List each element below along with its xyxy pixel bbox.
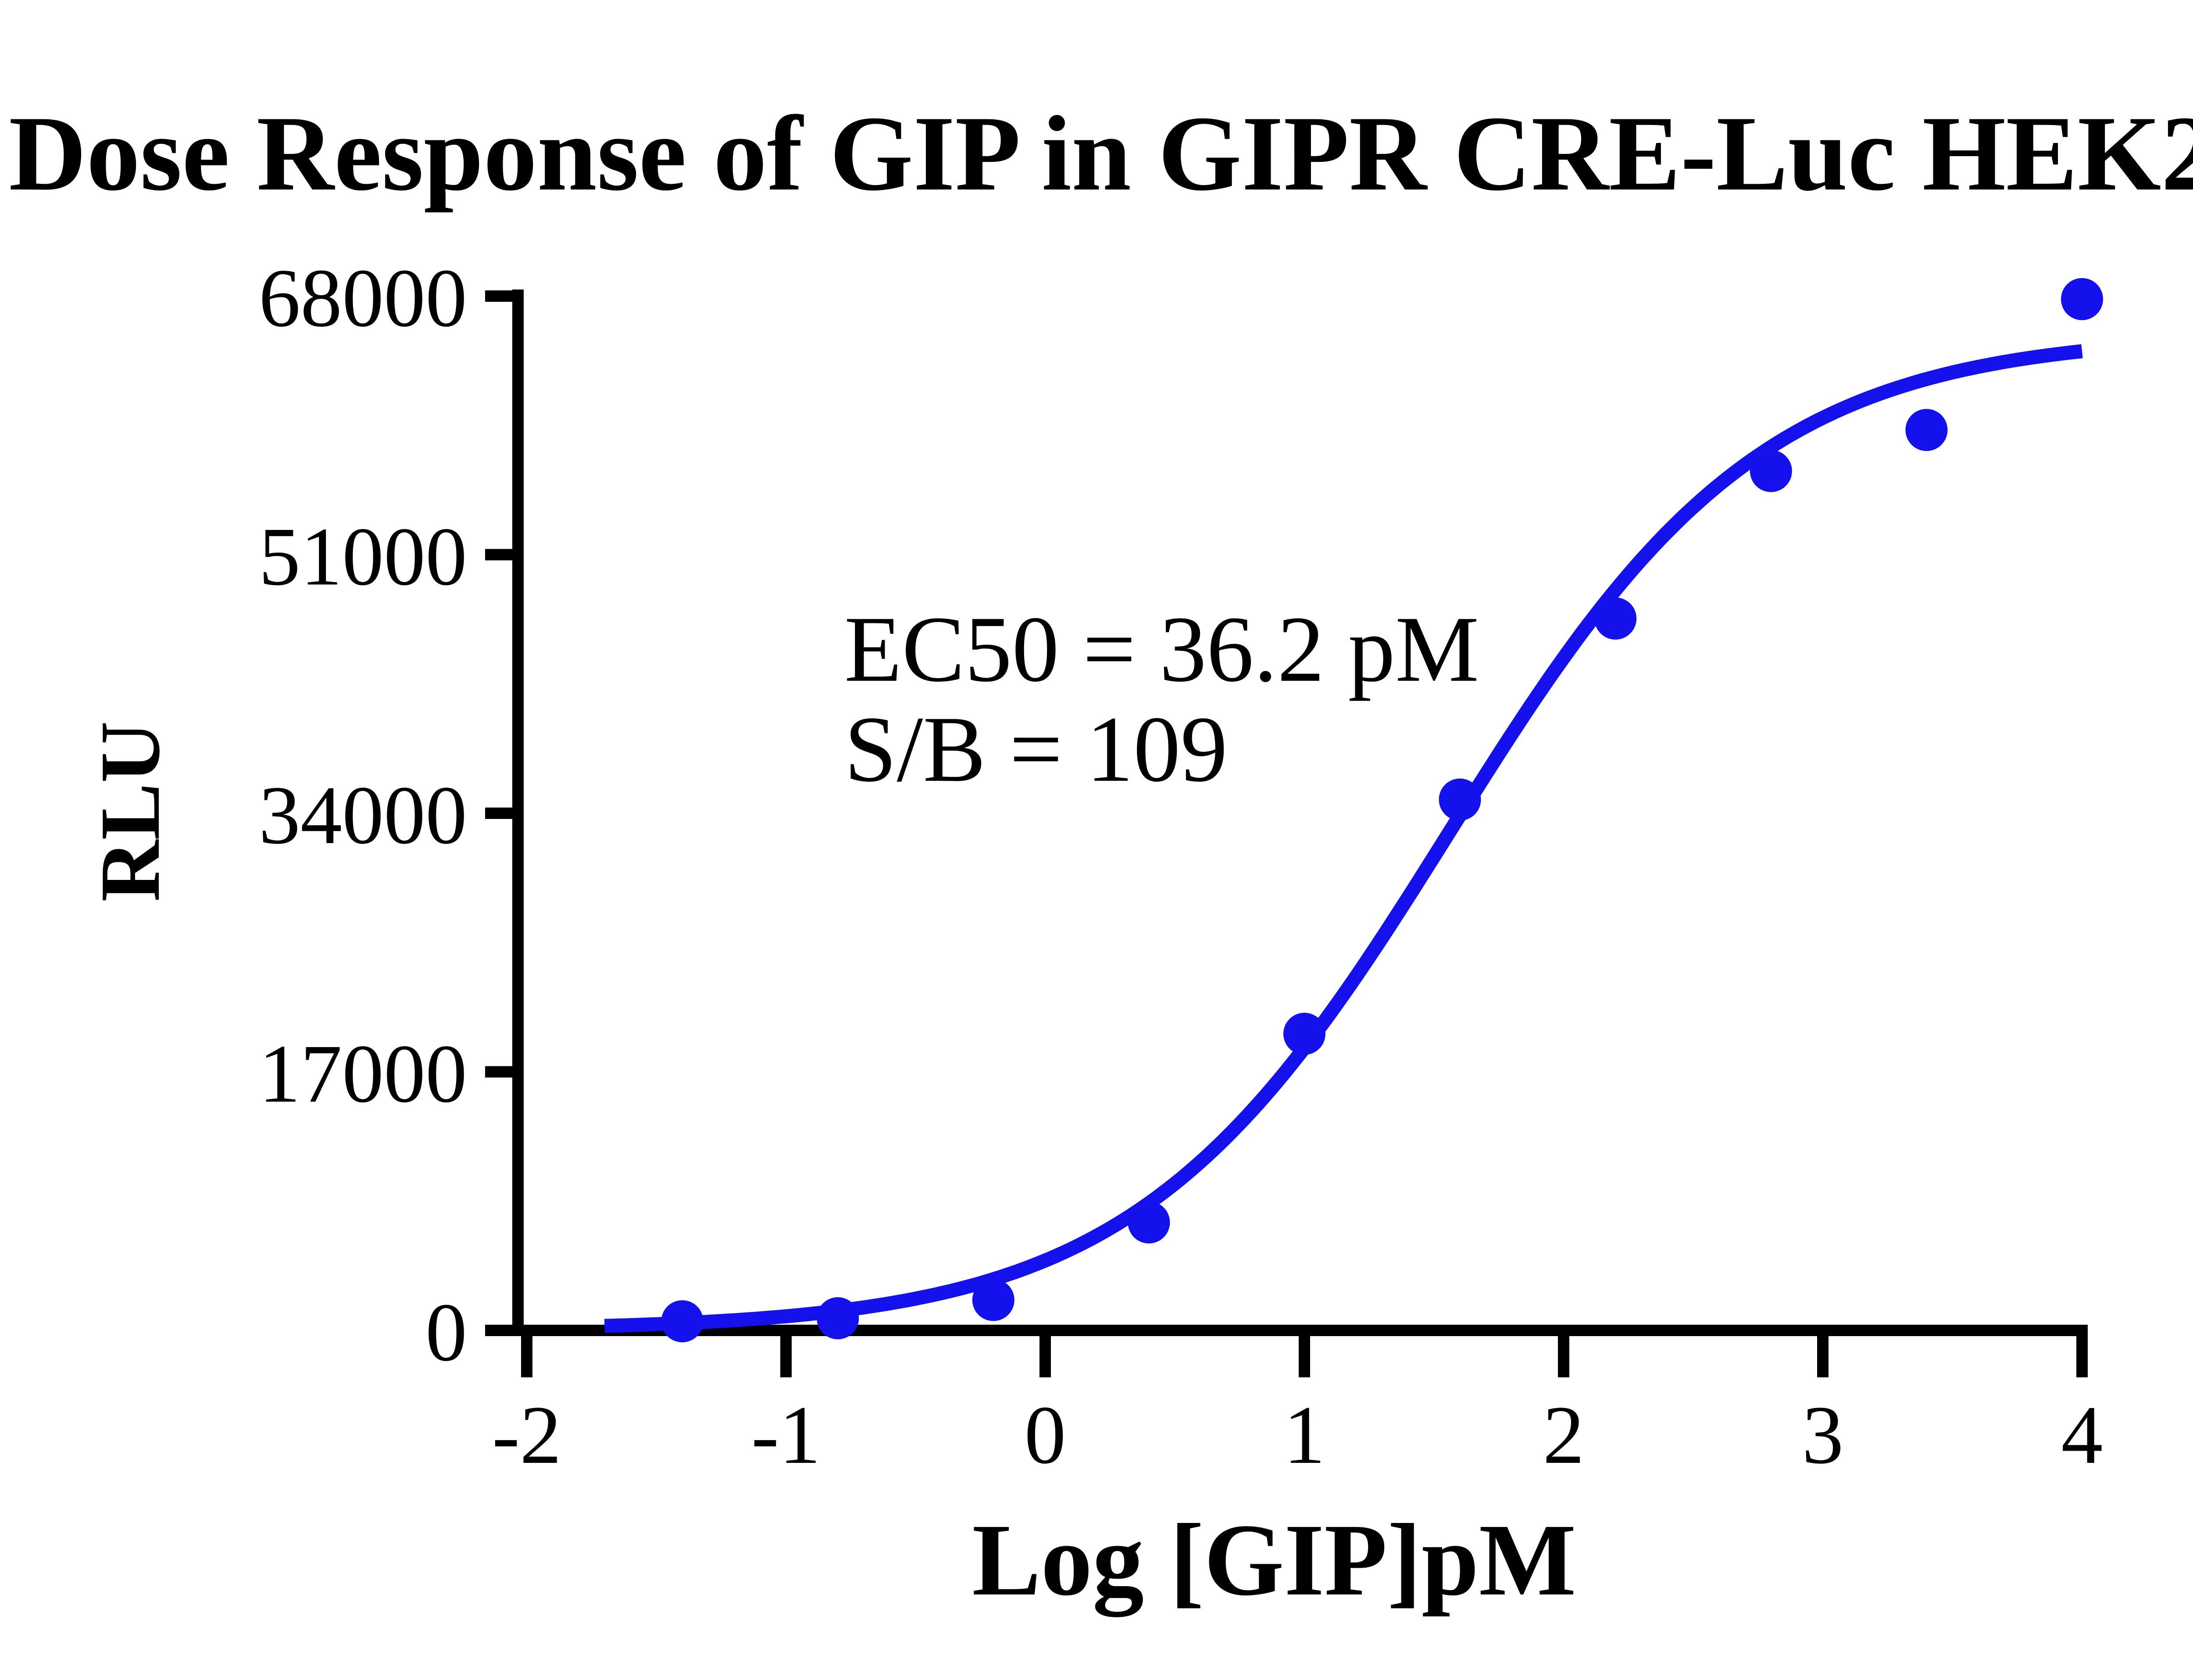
x-axis-tick-labels: -2 -1 0 1 2 3 4 — [492, 1389, 2103, 1481]
y-axis-ticks — [485, 290, 513, 1336]
y-tick-label: 0 — [425, 1287, 467, 1379]
fit-curve-line — [604, 344, 2083, 1333]
data-point — [1283, 1012, 1325, 1055]
ec50-annotation: EC50 = 36.2 pM — [844, 597, 1479, 701]
data-point — [1439, 778, 1481, 821]
sb-annotation: S/B = 109 — [844, 697, 1228, 801]
x-tick-label: 0 — [1025, 1389, 1066, 1481]
y-tick-label: 68000 — [259, 252, 467, 344]
x-tick-label: -1 — [751, 1389, 821, 1481]
data-point — [1905, 409, 1948, 451]
y-tick-label: 51000 — [259, 511, 467, 603]
data-point — [1594, 597, 1637, 640]
data-point — [1128, 1201, 1170, 1244]
x-tick-label: 3 — [1802, 1389, 1844, 1481]
x-tick-label: 4 — [2061, 1389, 2103, 1481]
data-point — [2061, 278, 2103, 320]
x-axis-ticks — [521, 1336, 2088, 1377]
chart-title: Dose Response of GIP in GIPR CRE-Luc HEK… — [9, 94, 2193, 213]
x-tick-label: 1 — [1284, 1389, 1325, 1481]
data-point — [661, 1300, 704, 1343]
data-point — [817, 1297, 859, 1340]
y-tick-label: 17000 — [259, 1028, 467, 1120]
x-tick-label: -2 — [492, 1389, 561, 1481]
data-points — [661, 278, 2103, 1343]
x-tick-label: 2 — [1543, 1389, 1585, 1481]
y-axis-tick-labels: 0 17000 34000 51000 68000 — [259, 252, 467, 1379]
y-axis-title: RLU — [83, 721, 178, 902]
data-point — [1750, 450, 1792, 492]
x-axis-title: Log [GIP]pM — [972, 1503, 1576, 1617]
data-point — [972, 1279, 1014, 1321]
y-tick-label: 34000 — [259, 769, 467, 861]
